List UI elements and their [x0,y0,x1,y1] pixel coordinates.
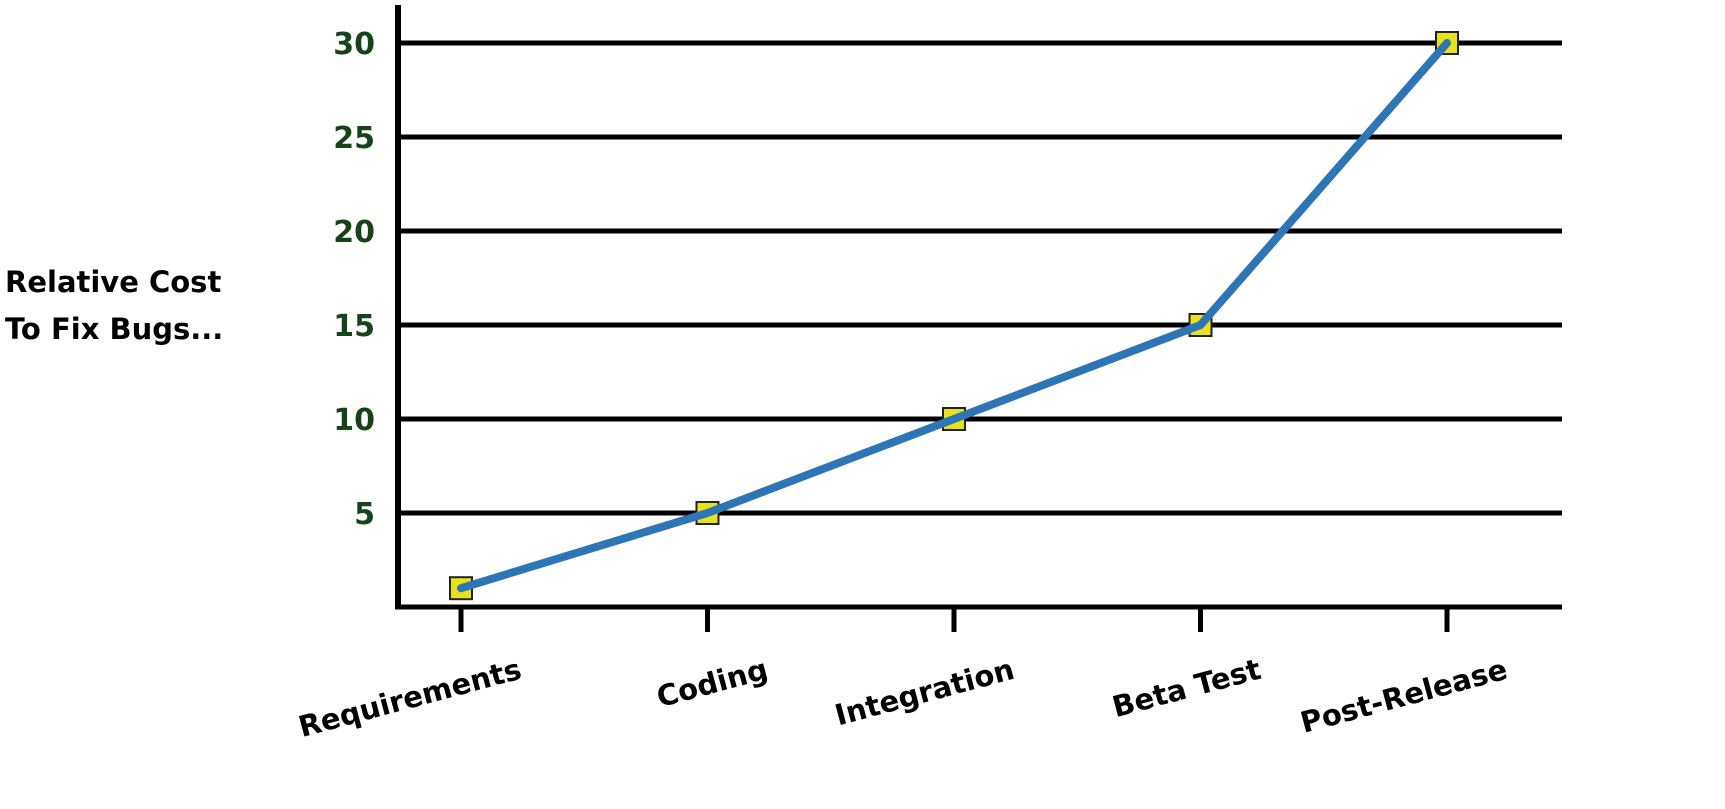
y-tick-label: 25 [333,121,375,156]
x-tick-label: Coding [653,652,771,714]
y-tick-label: 10 [333,403,375,438]
x-tick-label: Requirements [295,652,525,744]
y-axis-label-line-1: Relative Cost [5,265,221,299]
y-axis-label-line-2: To Fix Bugs... [5,312,223,346]
y-tick-label: 20 [333,215,375,250]
y-tick-label: 30 [333,27,375,62]
x-tick-label: Post-Release [1297,652,1511,740]
y-tick-label: 15 [333,309,375,344]
series-line [457,39,1451,593]
x-tick-label: Integration [831,652,1018,732]
x-tick-label: Beta Test [1109,652,1265,724]
y-tick-label: 5 [354,497,375,532]
